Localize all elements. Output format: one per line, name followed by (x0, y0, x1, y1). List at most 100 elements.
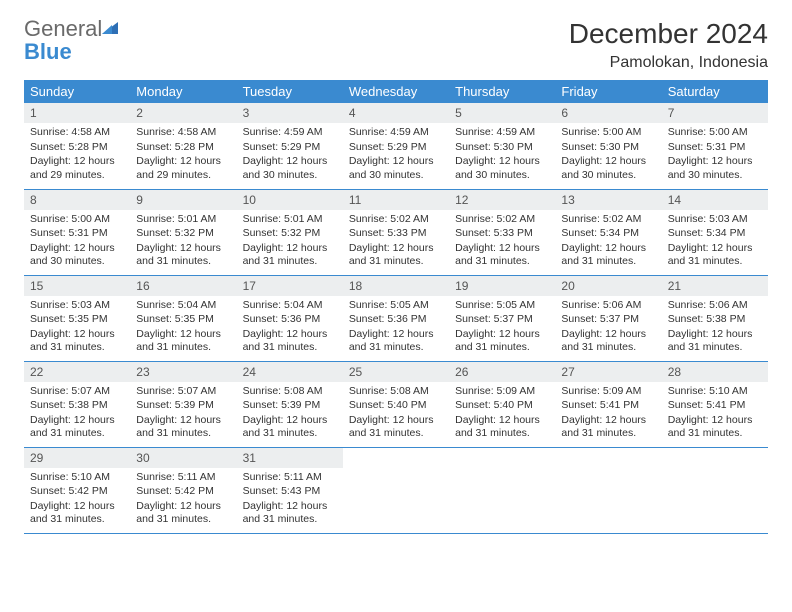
day-number: 16 (130, 276, 236, 296)
daylight-text: Daylight: 12 hours and 30 minutes. (455, 155, 549, 182)
daylight-text: Daylight: 12 hours and 31 minutes. (30, 414, 124, 441)
logo-text-blue: Blue (24, 39, 72, 64)
calendar-day-cell: 6Sunrise: 5:00 AMSunset: 5:30 PMDaylight… (555, 103, 661, 189)
sunrise-text: Sunrise: 5:07 AM (136, 385, 230, 399)
sunrise-text: Sunrise: 5:02 AM (349, 213, 443, 227)
day-body: Sunrise: 5:09 AMSunset: 5:41 PMDaylight:… (555, 382, 661, 447)
sunrise-text: Sunrise: 5:09 AM (455, 385, 549, 399)
weekday-header: Saturday (662, 80, 768, 103)
daylight-text: Daylight: 12 hours and 31 minutes. (349, 328, 443, 355)
day-number: 28 (662, 362, 768, 382)
sunrise-text: Sunrise: 4:58 AM (30, 126, 124, 140)
day-number: 9 (130, 190, 236, 210)
location: Pamolokan, Indonesia (569, 54, 768, 72)
day-body: Sunrise: 5:00 AMSunset: 5:30 PMDaylight:… (555, 123, 661, 188)
calendar-day-cell: 5Sunrise: 4:59 AMSunset: 5:30 PMDaylight… (449, 103, 555, 189)
sunrise-text: Sunrise: 5:10 AM (668, 385, 762, 399)
daylight-text: Daylight: 12 hours and 31 minutes. (455, 242, 549, 269)
daylight-text: Daylight: 12 hours and 31 minutes. (668, 414, 762, 441)
sunset-text: Sunset: 5:34 PM (561, 227, 655, 241)
calendar-day-cell: 25Sunrise: 5:08 AMSunset: 5:40 PMDayligh… (343, 361, 449, 447)
day-body: Sunrise: 5:05 AMSunset: 5:37 PMDaylight:… (449, 296, 555, 361)
weekday-header: Thursday (449, 80, 555, 103)
weekday-header: Monday (130, 80, 236, 103)
sunset-text: Sunset: 5:30 PM (561, 141, 655, 155)
daylight-text: Daylight: 12 hours and 31 minutes. (349, 242, 443, 269)
calendar-empty-cell (449, 447, 555, 533)
sunrise-text: Sunrise: 5:06 AM (561, 299, 655, 313)
daylight-text: Daylight: 12 hours and 31 minutes. (30, 328, 124, 355)
calendar-day-cell: 24Sunrise: 5:08 AMSunset: 5:39 PMDayligh… (237, 361, 343, 447)
sunrise-text: Sunrise: 5:09 AM (561, 385, 655, 399)
day-number: 14 (662, 190, 768, 210)
calendar-table: SundayMondayTuesdayWednesdayThursdayFrid… (24, 80, 768, 534)
day-number: 2 (130, 103, 236, 123)
sunset-text: Sunset: 5:39 PM (136, 399, 230, 413)
day-number: 20 (555, 276, 661, 296)
calendar-day-cell: 30Sunrise: 5:11 AMSunset: 5:42 PMDayligh… (130, 447, 236, 533)
weekday-header: Sunday (24, 80, 130, 103)
sunset-text: Sunset: 5:41 PM (668, 399, 762, 413)
daylight-text: Daylight: 12 hours and 30 minutes. (30, 242, 124, 269)
daylight-text: Daylight: 12 hours and 29 minutes. (30, 155, 124, 182)
calendar-day-cell: 22Sunrise: 5:07 AMSunset: 5:38 PMDayligh… (24, 361, 130, 447)
title-block: December 2024 Pamolokan, Indonesia (569, 18, 768, 72)
day-body: Sunrise: 5:07 AMSunset: 5:39 PMDaylight:… (130, 382, 236, 447)
calendar-week-row: 15Sunrise: 5:03 AMSunset: 5:35 PMDayligh… (24, 275, 768, 361)
daylight-text: Daylight: 12 hours and 31 minutes. (561, 242, 655, 269)
sunset-text: Sunset: 5:37 PM (455, 313, 549, 327)
calendar-day-cell: 27Sunrise: 5:09 AMSunset: 5:41 PMDayligh… (555, 361, 661, 447)
calendar-empty-cell (343, 447, 449, 533)
calendar-day-cell: 8Sunrise: 5:00 AMSunset: 5:31 PMDaylight… (24, 189, 130, 275)
daylight-text: Daylight: 12 hours and 31 minutes. (561, 328, 655, 355)
calendar-day-cell: 19Sunrise: 5:05 AMSunset: 5:37 PMDayligh… (449, 275, 555, 361)
day-body: Sunrise: 5:06 AMSunset: 5:38 PMDaylight:… (662, 296, 768, 361)
daylight-text: Daylight: 12 hours and 31 minutes. (243, 500, 337, 527)
sunrise-text: Sunrise: 4:59 AM (243, 126, 337, 140)
day-body: Sunrise: 5:07 AMSunset: 5:38 PMDaylight:… (24, 382, 130, 447)
sunrise-text: Sunrise: 5:08 AM (243, 385, 337, 399)
sunrise-text: Sunrise: 5:07 AM (30, 385, 124, 399)
daylight-text: Daylight: 12 hours and 29 minutes. (136, 155, 230, 182)
day-number: 22 (24, 362, 130, 382)
day-number: 7 (662, 103, 768, 123)
sunset-text: Sunset: 5:28 PM (30, 141, 124, 155)
sunrise-text: Sunrise: 5:00 AM (668, 126, 762, 140)
month-title: December 2024 (569, 18, 768, 50)
day-number: 29 (24, 448, 130, 468)
calendar-empty-cell (555, 447, 661, 533)
daylight-text: Daylight: 12 hours and 31 minutes. (136, 414, 230, 441)
calendar-day-cell: 1 Sunrise: 4:58 AMSunset: 5:28 PMDaylight… (24, 103, 130, 189)
daylight-text: Daylight: 12 hours and 30 minutes. (561, 155, 655, 182)
weekday-header: Friday (555, 80, 661, 103)
sunrise-text: Sunrise: 5:04 AM (136, 299, 230, 313)
sunset-text: Sunset: 5:35 PM (136, 313, 230, 327)
calendar-day-cell: 17Sunrise: 5:04 AMSunset: 5:36 PMDayligh… (237, 275, 343, 361)
day-number: 1 (24, 103, 130, 123)
calendar-day-cell: 23Sunrise: 5:07 AMSunset: 5:39 PMDayligh… (130, 361, 236, 447)
day-number: 11 (343, 190, 449, 210)
sunset-text: Sunset: 5:42 PM (30, 485, 124, 499)
sunrise-text: Sunrise: 5:06 AM (668, 299, 762, 313)
calendar-day-cell: 7Sunrise: 5:00 AMSunset: 5:31 PMDaylight… (662, 103, 768, 189)
sunrise-text: Sunrise: 5:05 AM (349, 299, 443, 313)
day-body: Sunrise: 4:59 AMSunset: 5:30 PMDaylight:… (449, 123, 555, 188)
calendar-day-cell: 9Sunrise: 5:01 AMSunset: 5:32 PMDaylight… (130, 189, 236, 275)
day-number: 30 (130, 448, 236, 468)
day-number: 8 (24, 190, 130, 210)
day-number: 24 (237, 362, 343, 382)
calendar-day-cell: 12Sunrise: 5:02 AMSunset: 5:33 PMDayligh… (449, 189, 555, 275)
sunrise-text: Sunrise: 5:02 AM (561, 213, 655, 227)
day-body: Sunrise: 5:11 AMSunset: 5:43 PMDaylight:… (237, 468, 343, 533)
sunset-text: Sunset: 5:37 PM (561, 313, 655, 327)
calendar-day-cell: 3Sunrise: 4:59 AMSunset: 5:29 PMDaylight… (237, 103, 343, 189)
sunrise-text: Sunrise: 5:08 AM (349, 385, 443, 399)
sunset-text: Sunset: 5:33 PM (349, 227, 443, 241)
sunset-text: Sunset: 5:39 PM (243, 399, 337, 413)
daylight-text: Daylight: 12 hours and 31 minutes. (455, 328, 549, 355)
sunset-text: Sunset: 5:40 PM (349, 399, 443, 413)
day-body: Sunrise: 5:10 AMSunset: 5:42 PMDaylight:… (24, 468, 130, 533)
sunset-text: Sunset: 5:38 PM (668, 313, 762, 327)
sunset-text: Sunset: 5:32 PM (136, 227, 230, 241)
calendar-day-cell: 14Sunrise: 5:03 AMSunset: 5:34 PMDayligh… (662, 189, 768, 275)
